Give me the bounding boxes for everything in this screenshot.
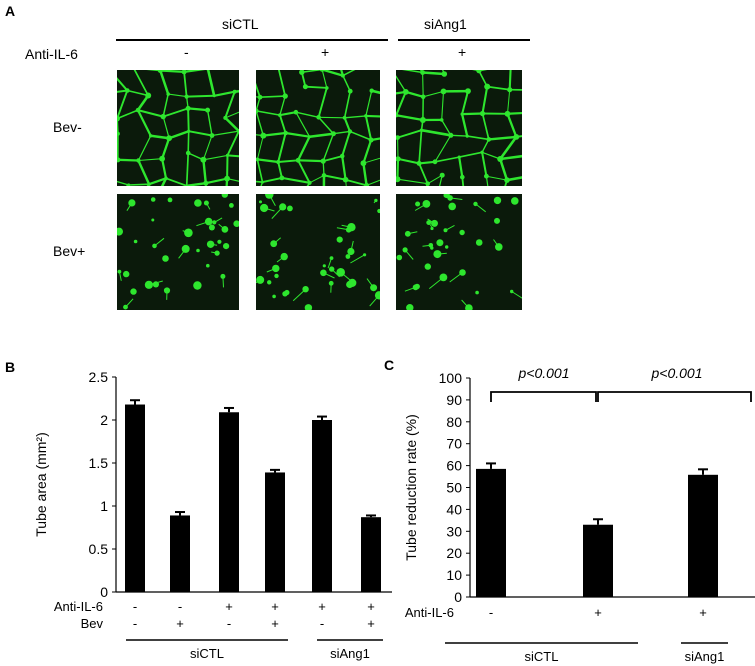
chart-c-y-tick-label: 10 xyxy=(446,567,462,583)
chart-c-significance-label: p<0.001 xyxy=(518,365,570,381)
chart-c-condition-sign: - xyxy=(489,605,493,620)
micrograph-texture xyxy=(117,70,239,186)
chart-b-y-tick-label: 1 xyxy=(100,498,108,514)
micrograph-siang1-il6pos-bevpos xyxy=(396,194,522,310)
micrograph-sictl-il6neg-bevpos xyxy=(117,194,239,310)
chart-b-condition-sign: - xyxy=(178,599,182,614)
row-label-bev-plus: Bev+ xyxy=(53,243,86,259)
column-sign-1: - xyxy=(184,44,189,60)
chart-c-bar xyxy=(688,474,718,597)
chart-b-bar xyxy=(219,412,239,592)
chart-c-y-axis-label: Tube reduction rate (%) xyxy=(403,414,419,561)
chart-b-condition-sign: + xyxy=(318,599,326,614)
chart-c-significance-label: p<0.001 xyxy=(651,365,703,381)
chart-b-y-tick-label: 2.5 xyxy=(89,369,109,385)
chart-b-condition-label: Bev xyxy=(81,616,104,631)
row-header-anti-il6: Anti-IL-6 xyxy=(25,46,78,62)
chart-b-y-tick-label: 2 xyxy=(100,412,108,428)
chart-c-y-tick-label: 0 xyxy=(454,589,462,605)
chart-c-y-tick-label: 90 xyxy=(446,392,462,408)
chart-b-condition-sign: + xyxy=(367,616,375,631)
chart-b-condition-sign: - xyxy=(227,616,231,631)
micrograph-texture xyxy=(256,194,380,310)
chart-c-group-label: siAng1 xyxy=(685,649,725,664)
chart-b-bar xyxy=(265,472,285,592)
group-underline-siang1 xyxy=(398,39,530,41)
chart-b-bar xyxy=(170,515,190,592)
chart-b-condition-sign: + xyxy=(271,599,279,614)
micrograph-texture xyxy=(396,194,522,310)
chart-b-condition-label: Anti-IL-6 xyxy=(54,599,103,614)
chart-c-group-label: siCTL xyxy=(525,649,559,664)
chart-b-condition-sign: + xyxy=(176,616,184,631)
chart-b-condition-sign: + xyxy=(367,599,375,614)
micrograph-sictl-il6neg-bevneg xyxy=(117,70,239,186)
micrograph-texture xyxy=(256,70,380,186)
chart-b-bar xyxy=(312,420,332,592)
chart-c-y-tick-label: 40 xyxy=(446,501,462,517)
chart-b-condition-sign: - xyxy=(133,616,137,631)
chart-b-group-label: siCTL xyxy=(190,646,224,661)
micrograph-texture xyxy=(396,70,522,186)
micrograph-texture xyxy=(117,194,239,310)
chart-b-y-axis-label: Tube area (mm²) xyxy=(33,432,49,537)
chart-b-group-label: siAng1 xyxy=(330,646,370,661)
chart-c-y-tick-label: 60 xyxy=(446,458,462,474)
column-sign-3: + xyxy=(458,44,467,60)
group-label-sictl: siCTL xyxy=(222,16,259,32)
chart-b-condition-sign: + xyxy=(225,599,233,614)
panel-b-letter: B xyxy=(5,359,16,375)
micrograph-siang1-il6pos-bevneg xyxy=(396,70,522,186)
chart-c-y-tick-label: 50 xyxy=(446,480,462,496)
chart-c-bar xyxy=(476,468,506,597)
chart-b-condition-sign: - xyxy=(320,616,324,631)
micrograph-sictl-il6pos-bevpos xyxy=(256,194,380,310)
group-label-siang1: siAng1 xyxy=(424,16,467,32)
panel-a-letter: A xyxy=(5,3,16,19)
chart-b-condition-sign: + xyxy=(271,616,279,631)
chart-c-significance-bracket xyxy=(597,391,752,402)
micrograph-sictl-il6pos-bevneg xyxy=(256,70,380,186)
chart-c-y-tick-label: 30 xyxy=(446,523,462,539)
chart-c-condition-label: Anti-IL-6 xyxy=(405,605,454,620)
chart-c-condition-sign: + xyxy=(594,605,602,620)
chart-b-condition-sign: - xyxy=(133,599,137,614)
chart-b-y-tick-label: 1.5 xyxy=(89,455,109,471)
group-underline-sictl xyxy=(116,39,388,41)
row-label-bev-minus: Bev- xyxy=(53,119,82,135)
panel-c-letter: C xyxy=(384,357,395,373)
chart-c-bar xyxy=(583,524,613,597)
chart-c-y-tick-label: 70 xyxy=(446,436,462,452)
chart-c-y-tick-label: 20 xyxy=(446,545,462,561)
chart-c-condition-sign: + xyxy=(699,605,707,620)
chart-c-y-tick-label: 80 xyxy=(446,414,462,430)
column-sign-2: + xyxy=(321,44,330,60)
chart-c-y-tick-label: 100 xyxy=(439,370,463,386)
chart-b-bar xyxy=(125,404,145,592)
chart-b-y-tick-label: 0 xyxy=(100,584,108,600)
chart-b-bar xyxy=(361,517,381,592)
chart-c-significance-bracket xyxy=(490,391,597,402)
chart-b-y-tick-label: 0.5 xyxy=(89,541,109,557)
